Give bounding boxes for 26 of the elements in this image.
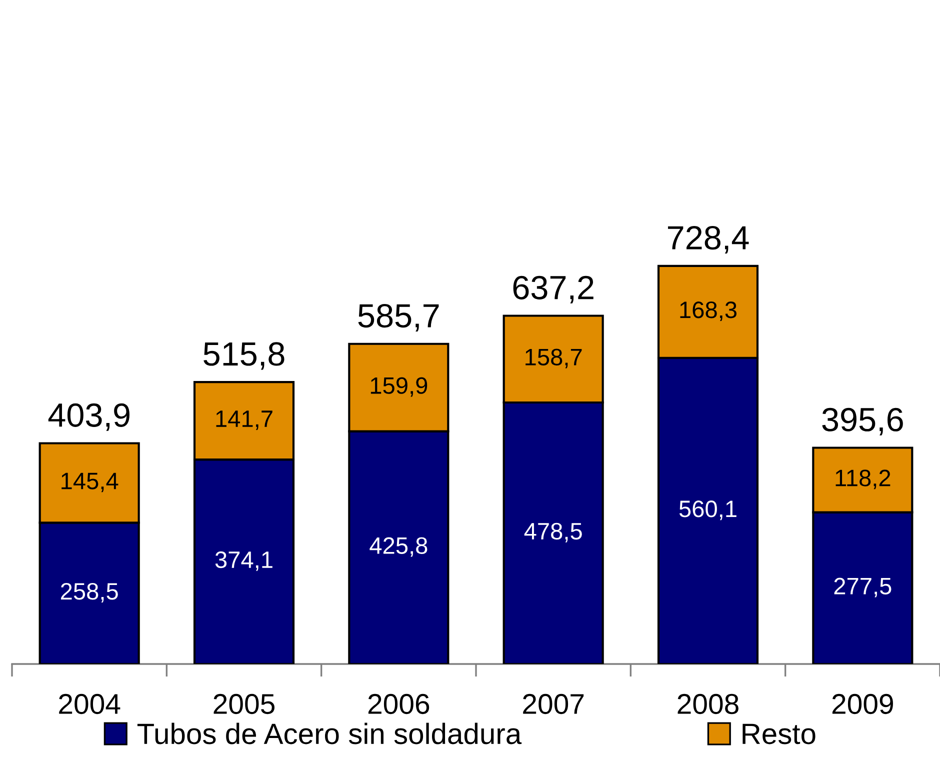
x-tick-label: 2005 [214,694,274,714]
x-tick-label: 2007 [523,694,584,714]
data-label: 425,8 [370,537,428,557]
legend-label: Resto [742,724,816,744]
total-label: 403,9 [48,403,130,431]
total-label: 637,2 [513,276,594,304]
data-label: 158,7 [526,348,582,368]
total-label: 728,4 [668,226,749,254]
data-label: 141,7 [216,410,272,430]
legend-label: Tubos de Acero sin soldadura [137,722,522,744]
data-label: 560,1 [679,500,736,520]
data-label: 478,5 [524,522,582,542]
data-label: 118,2 [836,470,890,490]
data-label: 277,5 [834,578,892,598]
data-label: 258,5 [60,582,118,602]
data-label: 145,4 [62,472,118,492]
x-tick-label: 2004 [59,694,120,714]
total-label: 515,8 [204,342,284,370]
data-label: 374,1 [215,551,272,571]
total-label: 585,7 [358,304,439,332]
x-tick-label: 2008 [678,694,738,714]
data-label: 168,3 [680,302,737,322]
total-label: 395,6 [822,408,903,436]
x-tick-label: 2006 [368,694,430,714]
data-label: 159,9 [370,377,428,397]
x-tick-label: 2009 [832,694,893,714]
